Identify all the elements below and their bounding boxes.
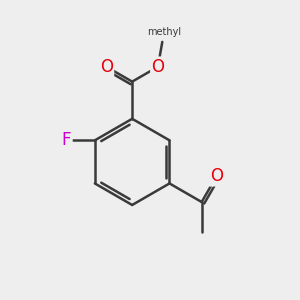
- Text: methyl: methyl: [147, 27, 181, 38]
- Text: O: O: [152, 58, 164, 76]
- Text: O: O: [210, 167, 223, 185]
- Text: F: F: [62, 131, 71, 149]
- Text: O: O: [100, 58, 113, 76]
